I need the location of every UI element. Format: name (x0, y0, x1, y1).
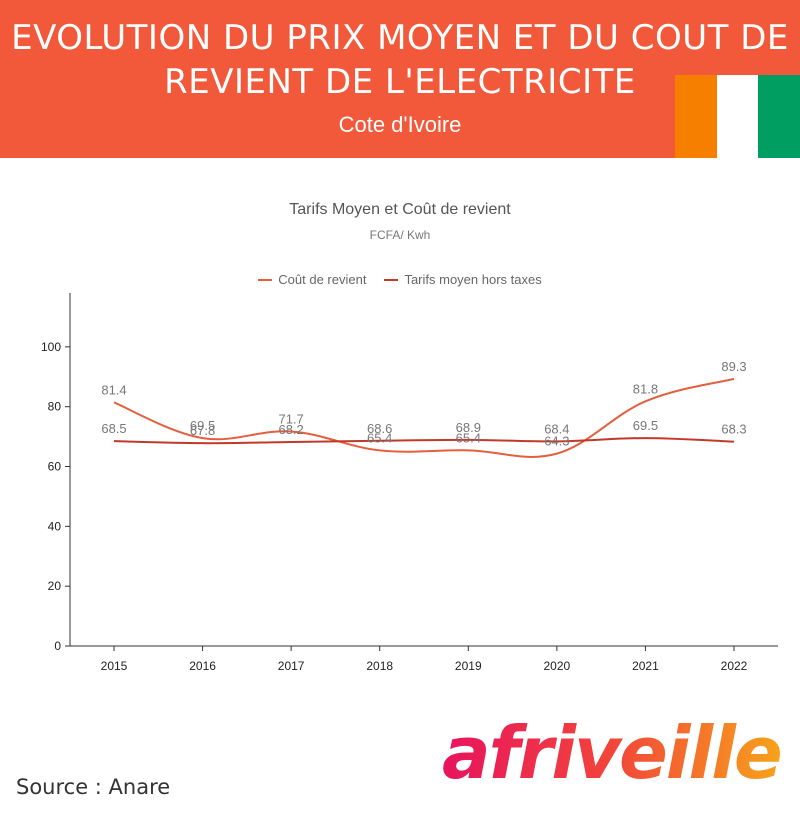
afriveille-logo: afriveille (442, 711, 783, 795)
legend-label-cout: Coût de revient (278, 272, 367, 287)
data-label: 69.5 (190, 418, 215, 433)
flag-stripe-green (758, 75, 800, 158)
series-line-0 (113, 377, 735, 458)
x-tick-label: 2021 (632, 659, 659, 673)
cote-divoire-flag-icon (675, 75, 800, 158)
page-title: EVOLUTION DU PRIX MOYEN ET DU COUT DE RE… (11, 18, 789, 102)
y-tick-label: 60 (48, 460, 62, 474)
data-label: 68.9 (456, 420, 481, 435)
chart-legend: Coût de revient Tarifs moyen hors taxes (0, 272, 800, 287)
x-tick-label: 2016 (189, 659, 216, 673)
chart-subtitle: FCFA/ Kwh (369, 228, 431, 242)
data-label: 89.3 (721, 359, 746, 374)
legend-label-tarifs: Tarifs moyen hors taxes (404, 272, 542, 287)
legend-item-cout[interactable]: Coût de revient (258, 272, 366, 287)
legend-swatch-tarifs (384, 278, 399, 281)
data-label: 81.8 (633, 381, 658, 396)
x-tick-label: 2020 (544, 659, 571, 673)
data-label: 68.2 (278, 422, 303, 437)
data-label: 81.4 (101, 382, 126, 397)
source-note: Source : Anare (16, 775, 171, 799)
data-label: 68.3 (721, 422, 746, 437)
data-label: 71.7 (278, 412, 303, 427)
y-tick-label: 40 (48, 519, 62, 533)
legend-swatch-cout (258, 278, 273, 281)
x-tick-label: 2015 (101, 659, 128, 673)
y-tick-label: 0 (54, 639, 61, 653)
data-label: 68.6 (367, 421, 392, 436)
x-tick-label: 2018 (366, 659, 393, 673)
x-tick-label: 2017 (278, 659, 305, 673)
data-label: 68.5 (101, 421, 126, 436)
header-banner: EVOLUTION DU PRIX MOYEN ET DU COUT DE RE… (0, 0, 800, 158)
y-tick-label: 100 (41, 340, 61, 354)
legend-item-tarifs[interactable]: Tarifs moyen hors taxes (384, 272, 542, 287)
y-tick-label: 20 (48, 579, 62, 593)
data-label: 64.3 (544, 434, 569, 449)
chart-title: Tarifs Moyen et Coût de revient (289, 201, 511, 218)
data-label: 65.4 (367, 430, 392, 445)
flag-stripe-orange (675, 75, 717, 158)
data-label: 69.5 (633, 418, 658, 433)
x-tick-label: 2019 (455, 659, 482, 673)
data-label: 68.4 (544, 421, 569, 436)
series-line-1 (113, 437, 735, 445)
x-tick-label: 2022 (721, 659, 748, 673)
data-label: 65.4 (456, 430, 481, 445)
page-subtitle: Cote d'Ivoire (338, 112, 462, 137)
y-tick-label: 80 (48, 400, 62, 414)
svg-text:afriveille: afriveille (442, 711, 781, 795)
flag-stripe-white (716, 75, 759, 158)
line-chart: 0 20 40 60 80 100 2015 2016 2017 2018 2019 2020 2021… (41, 293, 778, 673)
data-label: 67.8 (190, 423, 215, 438)
